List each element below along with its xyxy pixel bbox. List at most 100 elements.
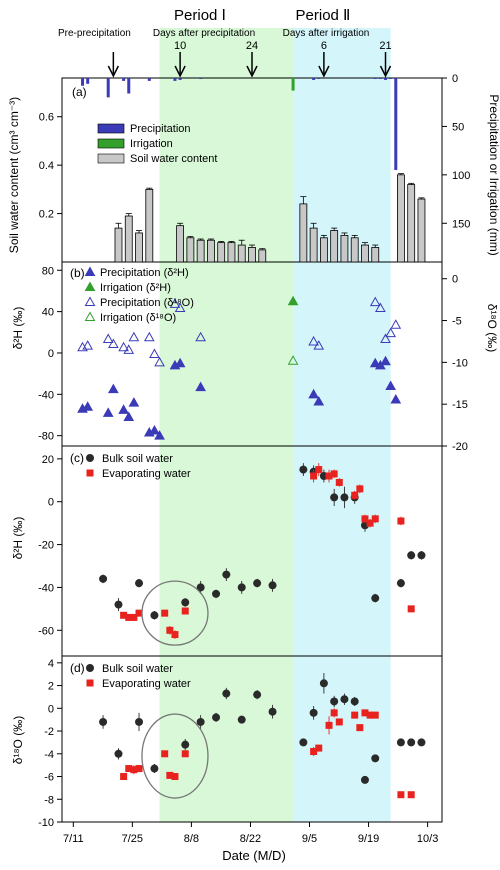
precip-d2H-point — [128, 397, 140, 407]
soil-water-bar — [330, 230, 339, 263]
panel-c-tick-label: 20 — [42, 454, 54, 466]
soil-water-bar — [407, 184, 416, 263]
soil-water-bar — [124, 215, 133, 263]
precip-d2H-point — [123, 411, 135, 422]
arrow-label: 21 — [379, 40, 391, 52]
precipitation-bar — [147, 78, 151, 81]
x-tick-label: 9/19 — [358, 833, 379, 845]
soil-water-bar — [340, 234, 349, 263]
bulk-soil-water-point — [330, 697, 339, 706]
panel-c-tick-label: -40 — [38, 582, 54, 594]
precip-d18O-point — [390, 319, 402, 329]
precip-d18O-point — [375, 302, 386, 312]
soil-water-bar — [248, 247, 256, 263]
x-tick-label: 8/8 — [184, 833, 199, 845]
bulk-soil-water-point — [268, 581, 277, 590]
evaporating-water-point — [166, 771, 174, 779]
panel-d-tick-label: -4 — [44, 749, 54, 761]
precip-d18O-point — [102, 333, 114, 343]
bulk-soil-water-point — [417, 551, 426, 560]
precipitation-bar — [178, 78, 182, 80]
bulk-soil-water-point — [350, 697, 359, 706]
legend-marker — [86, 469, 94, 477]
irrigation-bar — [291, 78, 295, 91]
x-tick-label: 8/22 — [240, 833, 261, 845]
soil-water-bar — [186, 237, 195, 263]
arrow-label: 24 — [246, 40, 258, 52]
x-tick-label: 7/25 — [122, 833, 143, 845]
a-left-tick-label: 0.2 — [39, 209, 54, 221]
legend-entry: Precipitation (δ²H) — [100, 267, 189, 279]
evaporating-water-point — [130, 766, 138, 774]
evaporating-water-point — [315, 466, 323, 474]
legend-entry: Evaporating water — [102, 678, 191, 690]
precipitation-bar — [127, 78, 131, 94]
panel-d-tick-label: 2 — [48, 681, 54, 693]
b-right-tick-label: -5 — [452, 316, 462, 328]
precip-d2H-point — [195, 381, 207, 392]
soil-water-bar — [309, 227, 318, 263]
legend-entry: Precipitation (δ¹⁸O) — [100, 297, 194, 309]
evaporating-water-point — [171, 631, 179, 639]
precip-d2H-point — [390, 393, 402, 404]
precip-d18O-point — [128, 331, 140, 342]
labels: Period Ⅰ Period Ⅱ Pre-precipitation Days… — [7, 7, 500, 863]
period-shading — [159, 28, 391, 822]
evaporating-water-point — [407, 791, 415, 799]
bulk-soil-water-point — [299, 465, 308, 474]
evaporating-water-point — [351, 491, 359, 499]
evaporating-water-point — [366, 711, 374, 719]
bulk-soil-water-point — [396, 579, 405, 588]
evaporating-water-point — [330, 470, 338, 478]
legend-entry: Bulk soil water — [102, 453, 173, 465]
evaporating-water-point — [120, 611, 128, 619]
soil-water-bar — [217, 242, 226, 263]
precipitation-bar — [317, 78, 321, 79]
bulk-soil-water-point — [237, 583, 246, 592]
b-left-tick-label: 0 — [48, 348, 54, 360]
bulk-soil-water-point — [330, 493, 339, 502]
b-left-tick-label: -40 — [38, 389, 54, 401]
panel-d-tick-label: -6 — [44, 772, 54, 784]
bulk-soil-water-point — [114, 749, 123, 758]
evaporating-water-point — [397, 791, 405, 799]
event-arrow-head — [246, 65, 258, 78]
precip-d18O-point — [149, 348, 160, 358]
precipitation-bar — [81, 78, 85, 86]
period2-title: Period Ⅱ — [296, 7, 351, 24]
panel-b-right-ylabel: δ¹⁸O (‰) — [485, 304, 499, 352]
a-left-tick-label: 0.6 — [39, 112, 54, 124]
evaporating-water-point — [310, 748, 318, 756]
pre-precipitation-label: Pre-precipitation — [58, 28, 131, 39]
soil-water-bar — [196, 239, 205, 263]
b-left-tick-label: 40 — [42, 307, 54, 319]
evaporating-water-point — [315, 744, 323, 752]
precip-d18O-point — [82, 340, 94, 350]
panel-c-tick-label: 0 — [48, 497, 54, 509]
precip-d2H-point — [118, 404, 129, 414]
a-right-tick-label: 0 — [452, 73, 458, 85]
precipitation-bar — [122, 78, 126, 81]
event-arrow-head — [107, 65, 120, 78]
precipitation-bar — [378, 78, 382, 79]
soil-water-bar — [114, 227, 123, 263]
days-after-irrigation-label: Days after irrigation — [283, 28, 370, 39]
bulk-soil-water-point — [212, 713, 221, 722]
panel-b-label: (b) — [70, 266, 85, 280]
legend-entry: Precipitation — [130, 123, 191, 135]
panel-d-tick-label: 0 — [48, 703, 54, 715]
precip-d18O-point — [385, 327, 397, 338]
soil-water-bar — [299, 203, 308, 263]
soil-water-bar — [135, 232, 143, 263]
evaporating-water-point — [397, 517, 405, 525]
precipitation-bar — [106, 78, 110, 98]
x-tick-label: 10/3 — [417, 833, 438, 845]
arrow-label: 6 — [321, 40, 327, 52]
precip-d18O-point — [154, 356, 165, 367]
precip-d18O-point — [169, 298, 181, 308]
days-after-precipitation-label: Days after precipitation — [153, 28, 255, 39]
panel-c-tick-label: -20 — [38, 540, 54, 552]
evaporating-water-point — [161, 609, 169, 617]
precipitation-bar — [86, 78, 90, 84]
bulk-soil-water-point — [222, 570, 231, 579]
